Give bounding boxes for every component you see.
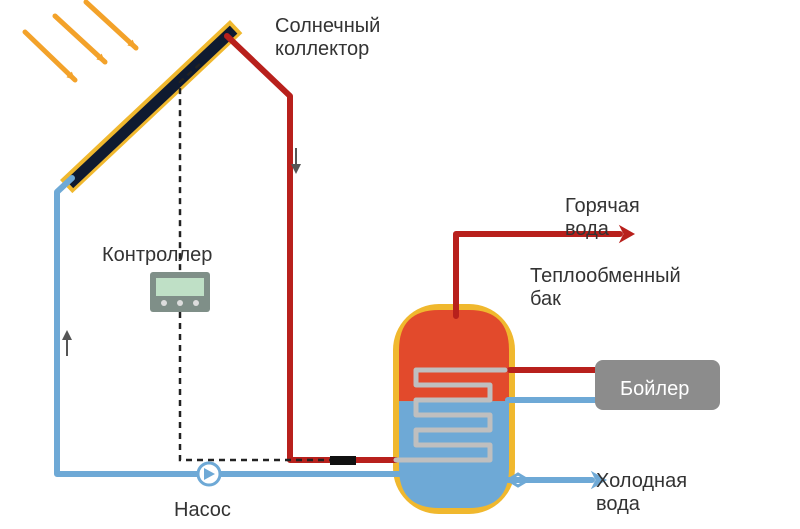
label-boiler: Бойлер — [620, 378, 689, 401]
label-pump: Насос — [174, 499, 231, 522]
label-hot-water: Горячая вода — [565, 195, 640, 241]
label-collector: Солнечный коллектор — [275, 15, 380, 61]
label-cold-water: Холодная вода — [596, 470, 687, 516]
label-tank: Теплообменный бак — [530, 265, 681, 311]
label-controller: Контроллер — [102, 244, 212, 267]
